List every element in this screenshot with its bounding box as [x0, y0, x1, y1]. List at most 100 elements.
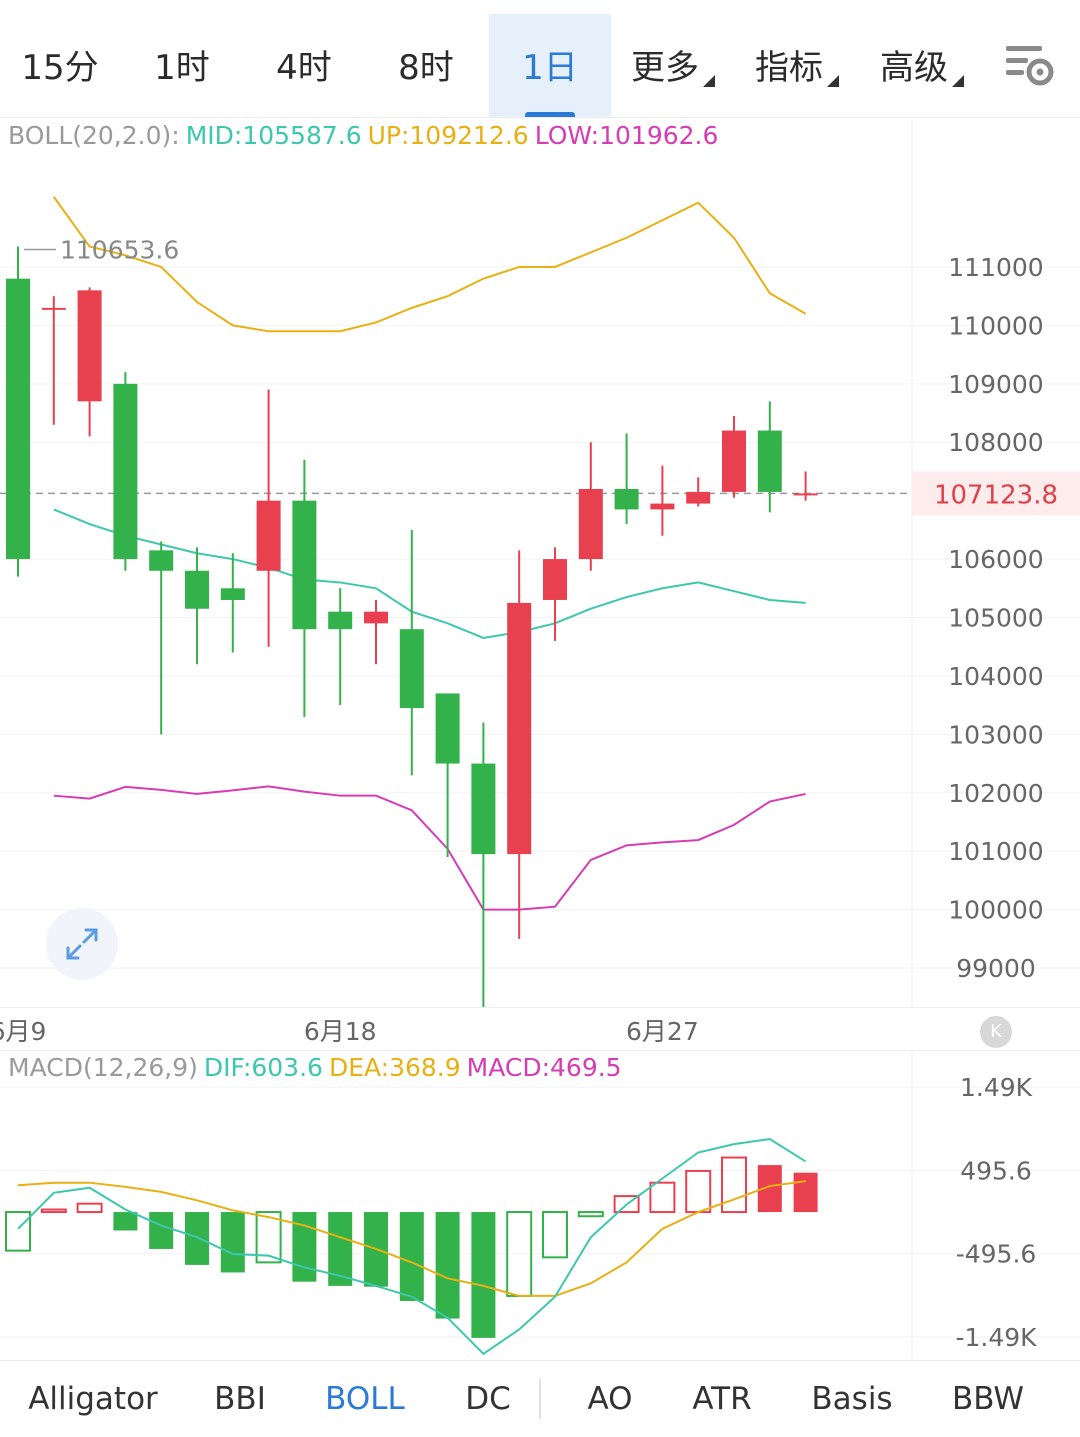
tab-1h-label: 1时 — [154, 48, 210, 88]
candle-body — [793, 493, 818, 496]
price-tick-label: 103000 — [948, 720, 1043, 749]
macd-histogram-bar — [40, 1208, 67, 1214]
tab-separator — [539, 1379, 541, 1419]
macd-histogram-bar — [149, 1212, 174, 1249]
price-tick-label: 110000 — [948, 311, 1043, 340]
macd-legend-dea: DEA:368.9 — [328, 1053, 461, 1082]
tab-1h[interactable]: 1时 — [122, 14, 242, 118]
candle-body — [578, 488, 603, 560]
candle-body — [328, 611, 353, 630]
indicator-tab-bbw[interactable]: BBW — [936, 1361, 1040, 1429]
indicator-tab-atr[interactable]: ATR — [676, 1361, 768, 1429]
indicator-tab-basis[interactable]: Basis — [796, 1361, 908, 1429]
indicator-tab-bbi[interactable]: BBI — [190, 1361, 290, 1429]
date-axis: 6月9 6月18 6月27 — [0, 1017, 699, 1046]
dropdown-caret-icon — [952, 75, 964, 87]
tab-more-dropdown[interactable]: 更多 — [612, 14, 734, 118]
tab-indicators-dropdown[interactable]: 指标 — [736, 14, 858, 118]
collapse-axis-icon[interactable]: K — [980, 1016, 1012, 1048]
expand-chart-icon[interactable] — [46, 908, 118, 980]
price-tick-label: 99000 — [956, 954, 1036, 983]
tab-4h[interactable]: 4时 — [244, 14, 364, 118]
boll-upper-line — [52, 196, 807, 333]
candle-body — [507, 602, 532, 855]
candle-body — [256, 500, 281, 571]
candle-body — [364, 611, 388, 624]
indicator-tab-alligator[interactable]: Alligator — [20, 1361, 166, 1429]
price-tick-label: 111000 — [948, 253, 1043, 282]
candle-body — [686, 491, 711, 504]
macd-dea-line — [17, 1180, 806, 1297]
candle-body — [614, 488, 639, 510]
candle-body — [292, 500, 317, 630]
price-tick-label: 100000 — [948, 896, 1043, 925]
candle-body — [399, 629, 424, 709]
candle-body — [113, 383, 138, 560]
macd-legend: MACD(12,26,9) DIF:603.6 DEA:368.9 MACD:469.… — [8, 1053, 628, 1082]
candle-body — [435, 693, 460, 764]
indicator-tab-label: DC — [465, 1381, 511, 1417]
boll-candlestick-chart[interactable]: 111000 110000 109000 108000 106000 105000 1040… — [0, 118, 1080, 1008]
price-tick-label: 104000 — [948, 662, 1043, 691]
date-tick-label: 6月9 — [0, 1017, 46, 1046]
macd-histogram-bar — [76, 1202, 103, 1214]
candle-body — [77, 290, 102, 402]
indicator-tab-label: Alligator — [28, 1381, 158, 1417]
macd-histogram-bar — [5, 1211, 31, 1252]
date-tick-label: 6月18 — [304, 1017, 377, 1046]
price-tick-label: 101000 — [948, 837, 1043, 866]
macd-tick-label: -1.49K — [955, 1323, 1037, 1352]
indicator-tab-bar: Alligator BBI BOLL DC AO ATR Basis BBW — [0, 1360, 1080, 1429]
macd-histogram-bar — [613, 1195, 640, 1214]
dropdown-caret-icon — [703, 75, 715, 87]
candle-body — [41, 307, 66, 310]
macd-legend-dif: DIF:603.6 — [203, 1053, 323, 1082]
macd-legend-name: MACD(12,26,9) — [8, 1053, 198, 1082]
tab-8h-label: 8时 — [398, 48, 454, 88]
macd-histogram-bar — [113, 1212, 138, 1231]
macd-chart[interactable]: 1.49K 495.6 -495.6 -1.49K — [0, 1051, 1080, 1359]
candle-body — [757, 430, 782, 492]
macd-histogram-bar — [185, 1212, 209, 1265]
boll-legend-up: UP:109212.6 — [367, 121, 529, 150]
macd-histogram-bar — [220, 1212, 245, 1273]
tab-1d[interactable]: 1日 — [489, 14, 611, 118]
indicator-tab-boll[interactable]: BOLL — [310, 1361, 420, 1429]
price-tick-label: 109000 — [948, 370, 1043, 399]
tab-15min[interactable]: 15分 — [0, 14, 120, 118]
tab-8h[interactable]: 8时 — [366, 14, 486, 118]
macd-histogram-bar — [721, 1156, 747, 1214]
indicator-tab-ao[interactable]: AO — [568, 1361, 652, 1429]
price-tick-label: 102000 — [948, 779, 1043, 808]
macd-histogram-bar — [649, 1181, 676, 1214]
tab-1d-label: 1日 — [522, 48, 578, 88]
boll-legend: BOLL(20,2.0): MID:105587.6 UP:109212.6 LOW:… — [8, 121, 724, 150]
macd-histogram-bar — [685, 1169, 712, 1214]
candle-body — [220, 588, 245, 600]
macd-histogram-bar — [542, 1211, 568, 1259]
candle-body — [6, 278, 30, 560]
tab-4h-label: 4时 — [276, 48, 332, 88]
candle-body — [722, 430, 746, 492]
current-price-tag — [912, 471, 1080, 516]
max-price-label: 110653.6 — [60, 236, 179, 265]
boll-mid-line — [53, 508, 806, 639]
interval-tab-bar: 15分 1时 4时 8时 1日 更多 指标 高级 — [0, 0, 1080, 118]
tab-15min-label: 15分 — [21, 48, 99, 88]
price-tick-label: 105000 — [948, 604, 1043, 633]
price-tick-label: 108000 — [948, 428, 1043, 457]
dropdown-caret-icon — [827, 75, 839, 87]
macd-dif-line — [17, 1138, 807, 1356]
tab-bar-divider — [0, 117, 1080, 118]
indicator-tab-dc[interactable]: DC — [446, 1361, 530, 1429]
candle-body — [543, 559, 567, 600]
indicator-tab-label: BBW — [951, 1381, 1025, 1417]
tab-more-label: 更多 — [631, 48, 699, 88]
active-tab-indicator — [525, 112, 575, 118]
macd-tick-label: -495.6 — [956, 1240, 1037, 1269]
chart-settings-icon[interactable] — [1000, 40, 1056, 92]
macd-legend-macd: MACD:469.5 — [466, 1053, 622, 1082]
tab-advanced-label: 高级 — [880, 48, 948, 88]
tab-advanced-dropdown[interactable]: 高级 — [860, 14, 984, 118]
current-price-label: 107123.8 — [934, 480, 1058, 510]
